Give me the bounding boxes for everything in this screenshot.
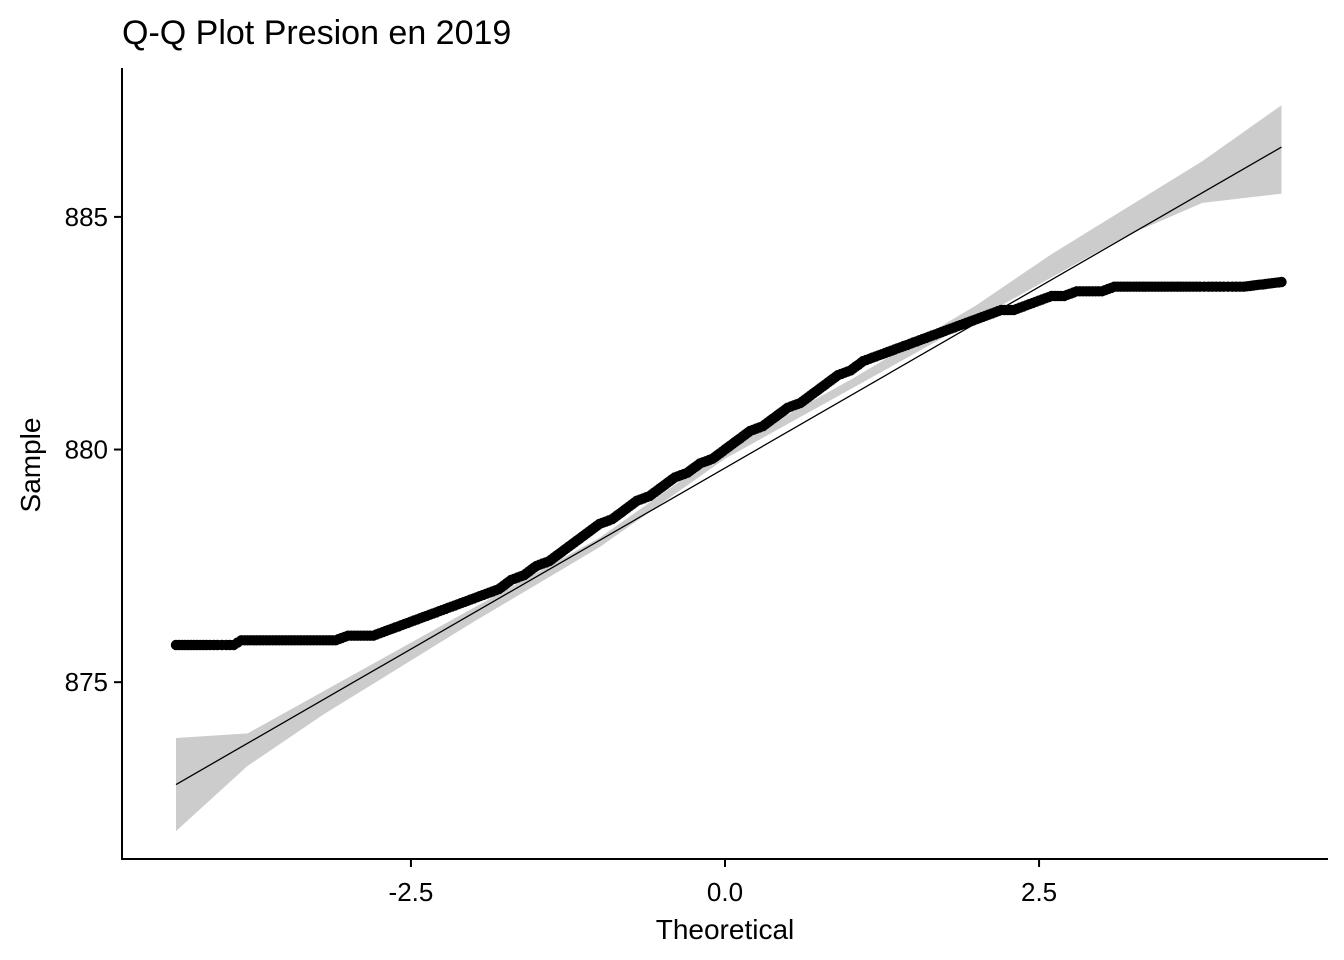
y-axis-ticks: 875 880 885 — [65, 202, 122, 697]
reference-line-layer — [175, 146, 1282, 786]
sample-points-layer — [170, 276, 1287, 651]
x-axis-title: Theoretical — [656, 914, 795, 945]
reference-line — [175, 146, 1282, 786]
y-tick-label: 875 — [65, 667, 108, 697]
y-tick-label: 885 — [65, 202, 108, 232]
x-tick-label: -2.5 — [389, 877, 434, 907]
confidence-band — [176, 105, 1282, 832]
x-axis-ticks: -2.5 0.0 2.5 — [389, 859, 1057, 907]
x-tick-label: 0.0 — [707, 877, 743, 907]
confidence-band-layer — [176, 105, 1282, 832]
chart-title: Q-Q Plot Presion en 2019 — [122, 14, 511, 52]
y-axis-title: Sample — [15, 418, 46, 513]
x-tick-label: 2.5 — [1021, 877, 1057, 907]
y-tick-label: 880 — [65, 435, 108, 465]
sample-point — [1276, 276, 1287, 288]
